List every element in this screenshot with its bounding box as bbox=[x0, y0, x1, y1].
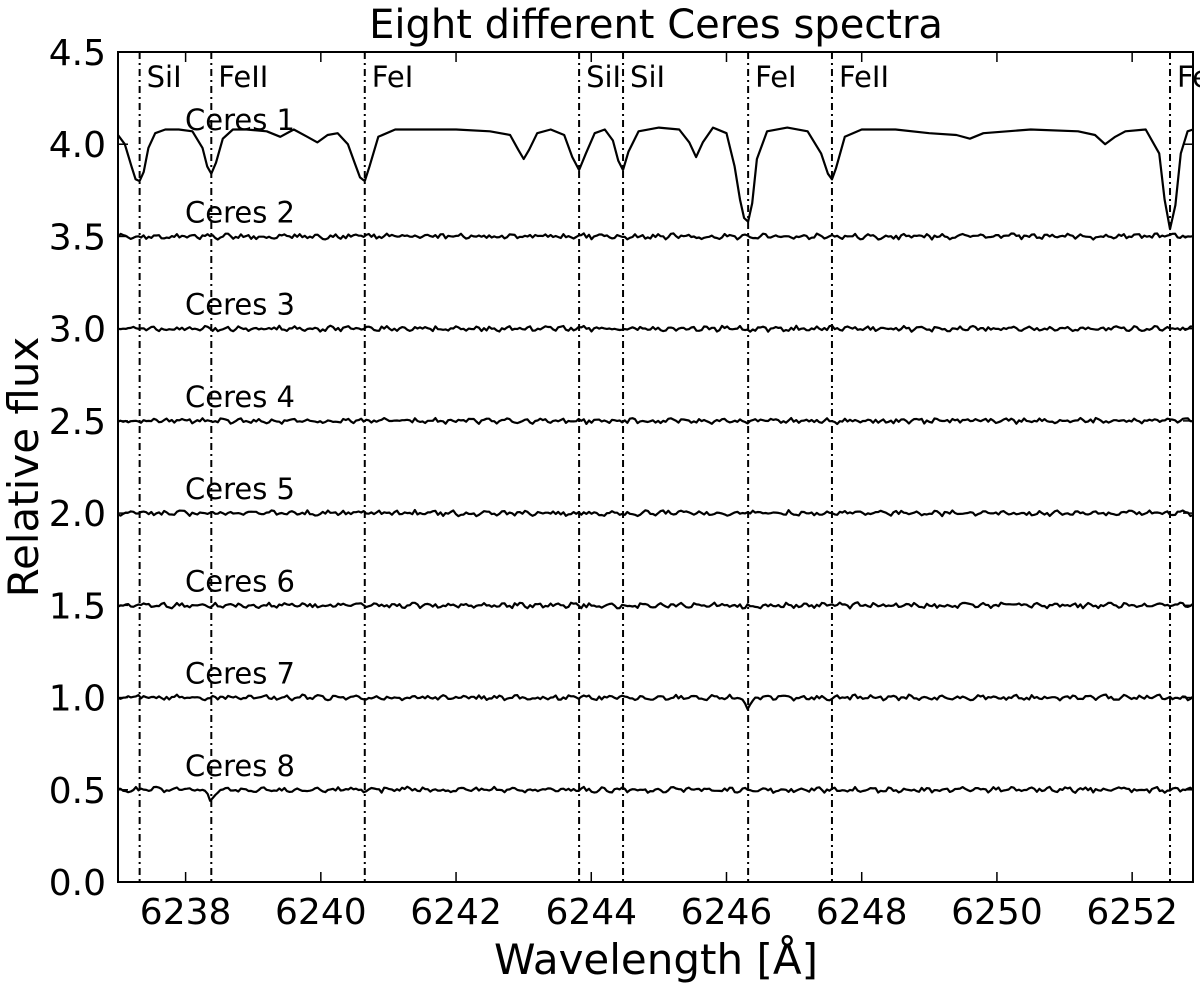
plot-frame bbox=[117, 51, 1194, 883]
series-line-8 bbox=[117, 785, 1194, 802]
series-label-3: Ceres 3 bbox=[185, 288, 295, 322]
reference-line-label-8: FeI bbox=[1177, 60, 1200, 94]
y-tick-label-2.5: 2.5 bbox=[49, 402, 106, 443]
series-line-1 bbox=[117, 126, 1194, 231]
series-label-7: Ceres 7 bbox=[185, 657, 295, 691]
y-tick-label-3.0: 3.0 bbox=[49, 310, 106, 351]
series-labels: Ceres 1 Ceres 2 Ceres 3 Ceres 4 Ceres 5 Ceres… bbox=[185, 103, 295, 783]
x-tick-label-6248: 6248 bbox=[816, 892, 908, 933]
y-tick-label-0.5: 0.5 bbox=[49, 771, 106, 812]
y-axis-ticks: 0.0 0.5 1.0 1.5 2.0 2.5 3.0 3.5 4.0 4.5 bbox=[49, 33, 1193, 904]
series-line-4 bbox=[117, 416, 1194, 426]
reference-line-labels: SiI FeII FeI SiI SiI FeI FeII FeI bbox=[147, 60, 1200, 94]
y-tick-label-1.0: 1.0 bbox=[49, 679, 106, 720]
series-label-1: Ceres 1 bbox=[185, 103, 295, 137]
y-tick-label-2.0: 2.0 bbox=[49, 494, 106, 535]
series-line-5 bbox=[117, 508, 1194, 518]
series-line-6 bbox=[117, 601, 1194, 610]
x-tick-label-6240: 6240 bbox=[275, 892, 367, 933]
y-tick-label-1.5: 1.5 bbox=[49, 586, 106, 627]
chart-title: Eight different Ceres spectra bbox=[369, 2, 943, 48]
reference-line-label-6: FeI bbox=[755, 60, 797, 94]
reference-line-label-5: SiI bbox=[630, 60, 665, 94]
series-line-3 bbox=[117, 324, 1194, 333]
reference-line-label-1: SiI bbox=[147, 60, 182, 94]
x-tick-label-6244: 6244 bbox=[545, 892, 637, 933]
y-tick-label-3.5: 3.5 bbox=[49, 217, 106, 258]
series-label-5: Ceres 5 bbox=[185, 472, 295, 506]
series-label-4: Ceres 4 bbox=[185, 380, 295, 414]
x-tick-label-6246: 6246 bbox=[681, 892, 773, 933]
y-tick-label-0.0: 0.0 bbox=[49, 863, 106, 904]
reference-line-label-3: FeI bbox=[372, 60, 414, 94]
series-label-6: Ceres 6 bbox=[185, 564, 295, 598]
y-axis-label: Relative flux bbox=[0, 337, 48, 598]
spectra-series bbox=[117, 126, 1194, 802]
reference-line-label-4: SiI bbox=[586, 60, 621, 94]
reference-line-label-7: FeII bbox=[839, 60, 889, 94]
series-label-8: Ceres 8 bbox=[185, 749, 295, 783]
x-tick-label-6242: 6242 bbox=[410, 892, 502, 933]
series-line-7 bbox=[117, 693, 1194, 711]
y-tick-label-4.0: 4.0 bbox=[49, 125, 106, 166]
y-tick-label-4.5: 4.5 bbox=[49, 33, 106, 74]
x-tick-label-6250: 6250 bbox=[951, 892, 1043, 933]
x-axis-ticks: 6238 6240 6242 6244 6246 6248 6250 6252 bbox=[140, 52, 1178, 933]
x-tick-label-6252: 6252 bbox=[1086, 892, 1178, 933]
series-label-2: Ceres 2 bbox=[185, 195, 295, 229]
series-line-2 bbox=[117, 232, 1194, 241]
reference-lines bbox=[138, 52, 1172, 882]
x-axis-label: Wavelength [Å] bbox=[494, 934, 818, 984]
x-tick-label-6238: 6238 bbox=[140, 892, 232, 933]
reference-line-label-2: FeII bbox=[218, 60, 268, 94]
